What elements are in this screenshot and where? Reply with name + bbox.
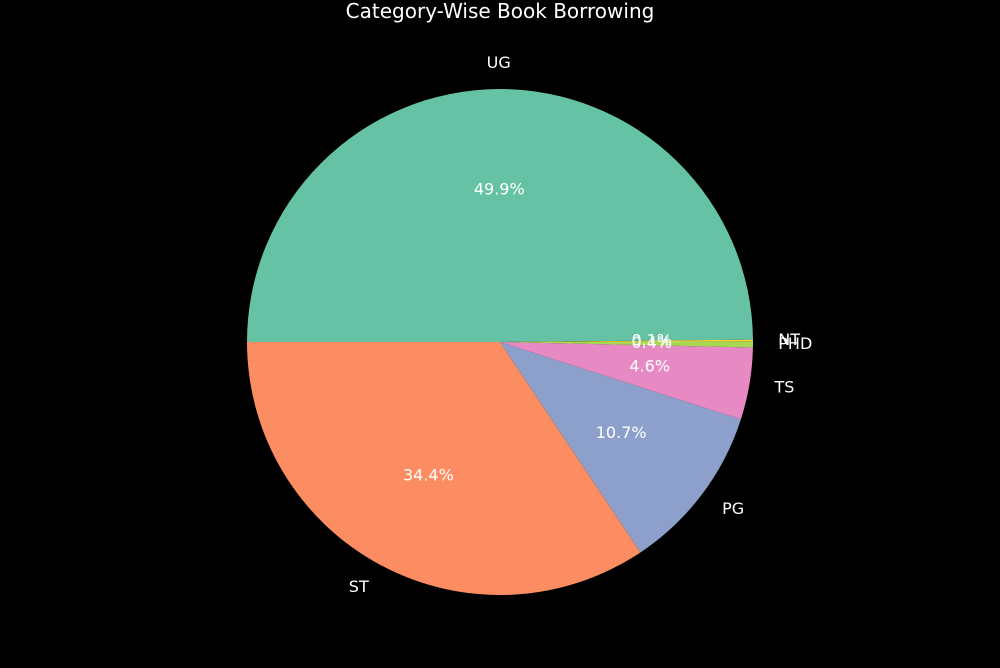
pie-slices bbox=[247, 88, 753, 595]
pie-labels: ST 34.4% PG 10.7% TS 4.6% PHD 0.4% NT 0.1% UG 49.9% bbox=[349, 53, 812, 596]
slice-label-nt: NT bbox=[778, 330, 800, 349]
slice-pct-ts: 4.6% bbox=[629, 357, 670, 376]
slice-pct-st: 34.4% bbox=[403, 465, 454, 484]
slice-pct-pg: 10.7% bbox=[596, 423, 647, 442]
slice-label-ug: UG bbox=[487, 53, 511, 72]
pie-slice-ts bbox=[500, 342, 753, 420]
slice-label-st: ST bbox=[349, 577, 369, 596]
slice-label-pg: PG bbox=[722, 499, 744, 518]
pie-slice-pg bbox=[500, 342, 741, 553]
slice-pct-ug: 49.9% bbox=[474, 180, 525, 199]
pie-slice-nt bbox=[500, 339, 753, 342]
chart-title: Category-Wise Book Borrowing bbox=[346, 0, 655, 23]
slice-pct-nt: 0.1% bbox=[631, 331, 672, 350]
slice-pct-phd: 0.4% bbox=[631, 333, 672, 352]
slice-label-ts: TS bbox=[773, 378, 794, 397]
slice-label-phd: PHD bbox=[778, 334, 812, 353]
pie-slice-ug bbox=[247, 88, 753, 343]
pie-slice-st bbox=[247, 342, 641, 595]
pie-slice-phd bbox=[500, 341, 753, 348]
